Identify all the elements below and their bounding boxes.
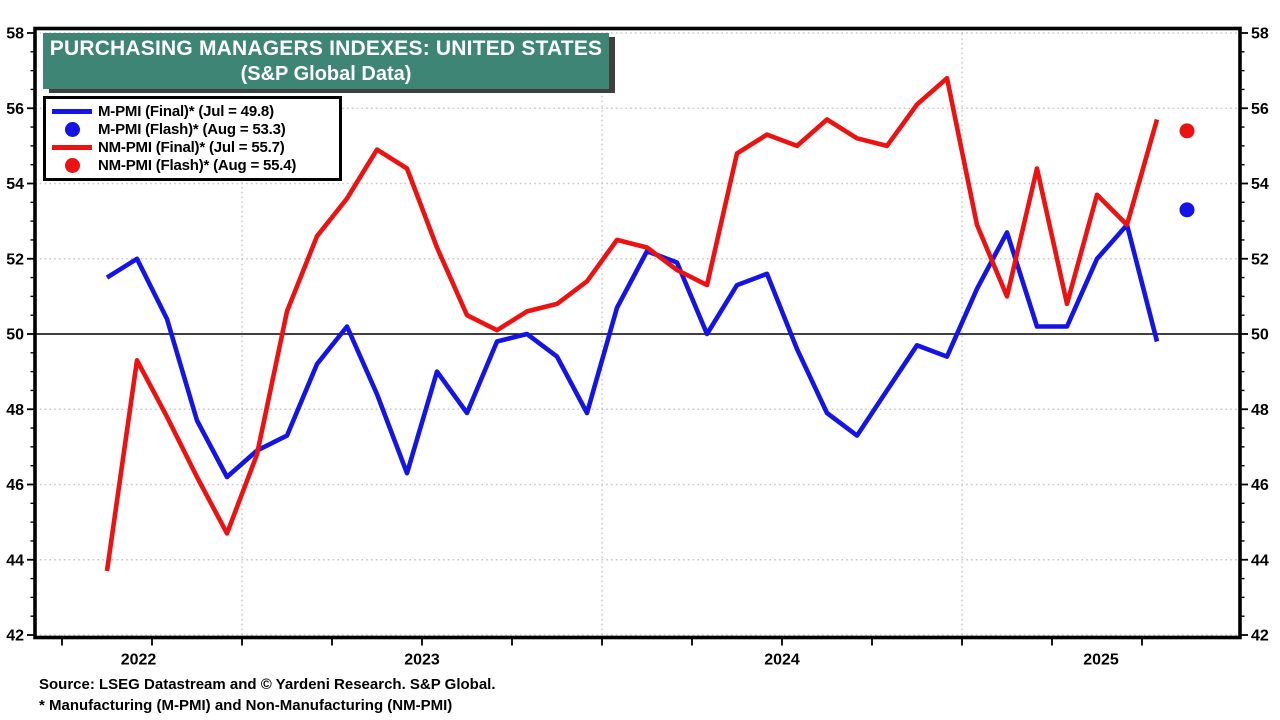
legend-item: M-PMI (Flash)* (Aug = 53.3) [46, 120, 339, 138]
legend-line-swatch [46, 144, 98, 150]
x-axis-year-label: 2023 [404, 652, 440, 669]
dot-swatch-icon [64, 157, 80, 173]
y-axis-label-left: 56 [6, 101, 24, 118]
legend-item: M-PMI (Final)* (Jul = 49.8) [46, 102, 339, 120]
y-axis-label-left: 44 [6, 552, 24, 569]
legend-item-label: NM-PMI (Flash)* (Aug = 55.4) [98, 156, 297, 174]
legend-item: NM-PMI (Flash)* (Aug = 55.4) [46, 156, 339, 174]
y-axis-label-right: 46 [1251, 477, 1269, 494]
legend-box: M-PMI (Final)* (Jul = 49.8) M-PMI (Flash)… [43, 96, 342, 181]
nm-pmi-flash-dot [1179, 123, 1195, 139]
y-axis-label-right: 54 [1251, 176, 1269, 193]
x-axis-year-label: 2024 [764, 652, 800, 669]
dot-swatch-icon [64, 121, 80, 137]
y-axis-label-right: 58 [1251, 26, 1269, 43]
y-axis-label-right: 56 [1251, 101, 1269, 118]
m-pmi-flash-dot [1179, 202, 1195, 218]
y-axis-label-right: 44 [1251, 552, 1269, 569]
chart-title: PURCHASING MANAGERS INDEXES: UNITED STAT… [49, 37, 603, 60]
y-axis-label-right: 52 [1251, 251, 1269, 268]
y-axis-label-right: 50 [1251, 327, 1269, 344]
line-swatch-icon [52, 108, 92, 114]
x-axis-year-label: 2022 [121, 652, 157, 669]
legend-item-label: NM-PMI (Final)* (Jul = 55.7) [98, 138, 285, 156]
y-axis-label-left: 42 [6, 628, 24, 645]
chart-title-banner: PURCHASING MANAGERS INDEXES: UNITED STAT… [43, 33, 609, 89]
y-axis-label-right: 48 [1251, 402, 1269, 419]
legend-item-label: M-PMI (Flash)* (Aug = 53.3) [98, 120, 286, 138]
plot-frame [33, 26, 1242, 640]
legend-dot-swatch [46, 121, 98, 137]
footnote-text: * Manufacturing (M-PMI) and Non-Manufact… [39, 697, 453, 714]
y-axis-label-left: 54 [6, 176, 24, 193]
y-axis-label-left: 48 [6, 402, 24, 419]
legend-line-swatch [46, 108, 98, 114]
m-pmi-line [105, 222, 1160, 480]
legend-dot-swatch [46, 157, 98, 173]
x-axis-year-label: 2025 [1083, 652, 1119, 669]
y-axis-label-right: 42 [1251, 628, 1269, 645]
line-swatch-icon [52, 144, 92, 150]
legend-item: NM-PMI (Final)* (Jul = 55.7) [46, 138, 339, 156]
legend-item-label: M-PMI (Final)* (Jul = 49.8) [98, 102, 274, 120]
nm-pmi-line [104, 75, 1160, 572]
chart-subtitle: (S&P Global Data) [240, 63, 412, 85]
y-axis-label-left: 52 [6, 251, 24, 268]
y-axis-label-left: 46 [6, 477, 24, 494]
y-axis-label-left: 50 [6, 327, 24, 344]
y-axis-label-left: 58 [6, 26, 24, 43]
source-text: Source: LSEG Datastream and © Yardeni Re… [39, 676, 496, 693]
